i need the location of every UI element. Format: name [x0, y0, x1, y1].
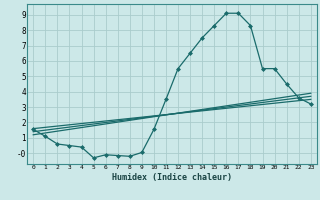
X-axis label: Humidex (Indice chaleur): Humidex (Indice chaleur)	[112, 173, 232, 182]
